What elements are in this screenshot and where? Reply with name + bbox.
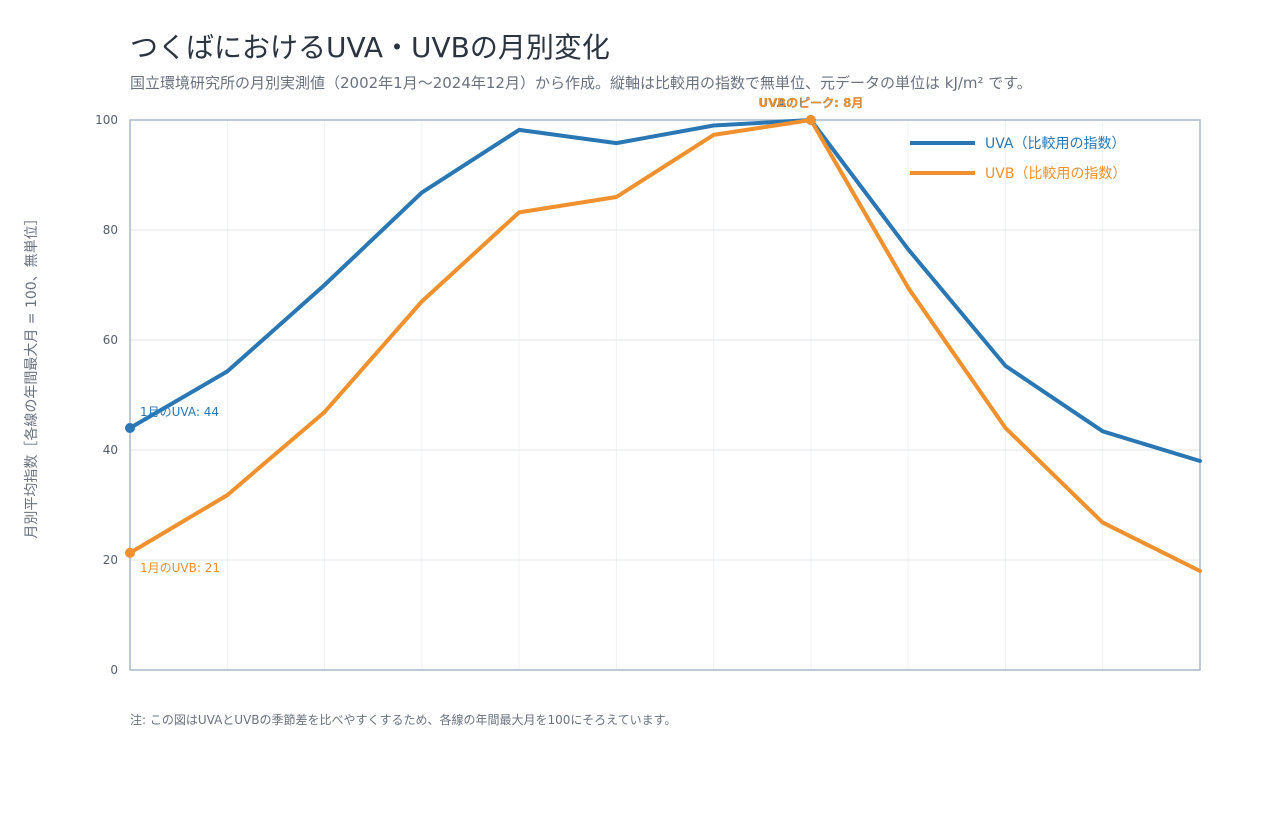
- annotations: 1月のUVA: 44 1月のUVB: 21 UVAのピーク: 8月UVBのピーク: …: [125, 96, 864, 575]
- annotation-label: UVBのピーク: 8月: [758, 96, 864, 110]
- annotation-marker: [125, 423, 135, 433]
- annotation-label: UVAのピーク: 8月: [758, 96, 863, 110]
- annotation-marker: [805, 115, 816, 125]
- grid: [130, 120, 1200, 670]
- plot-frame: [129, 119, 1201, 671]
- y-tick-label: 60: [103, 333, 118, 347]
- y-axis-ticks: 0 20 40 60 80 100: [95, 113, 118, 677]
- y-tick-label: 100: [95, 113, 118, 127]
- legend-label: UVA（比較用の指数）: [985, 136, 1126, 152]
- series-line-uva: [128, 118, 1202, 463]
- legend: UVA（比較用の指数） UVB（比較用の指数）: [910, 136, 1126, 182]
- series-line-uvb: [128, 118, 1202, 573]
- y-axis-label: 月別平均指数［各線の年間最大月 = 100、無単位］: [24, 211, 40, 538]
- annotation-label: 1月のUVB: 21: [140, 561, 220, 575]
- legend-label: UVB（比較用の指数）: [985, 166, 1126, 182]
- y-tick-label: 40: [103, 443, 118, 457]
- chart-subtitle: 国立環境研究所の月別実測値（2002年1月〜2024年12月）から作成。縦軸は比…: [130, 74, 1032, 92]
- series-lines: [128, 118, 1202, 573]
- y-tick-label: 20: [103, 553, 118, 567]
- chart-title: つくばにおけるUVA・UVBの月別変化: [130, 31, 610, 64]
- y-tick-label: 80: [103, 223, 118, 237]
- annotation-label: 1月のUVA: 44: [140, 405, 219, 419]
- y-tick-label: 0: [110, 663, 118, 677]
- annotation-marker: [125, 547, 135, 558]
- footnote: 注: この図はUVAとUVBの季節差を比べやすくするため、各線の年間最大月を10…: [130, 713, 677, 727]
